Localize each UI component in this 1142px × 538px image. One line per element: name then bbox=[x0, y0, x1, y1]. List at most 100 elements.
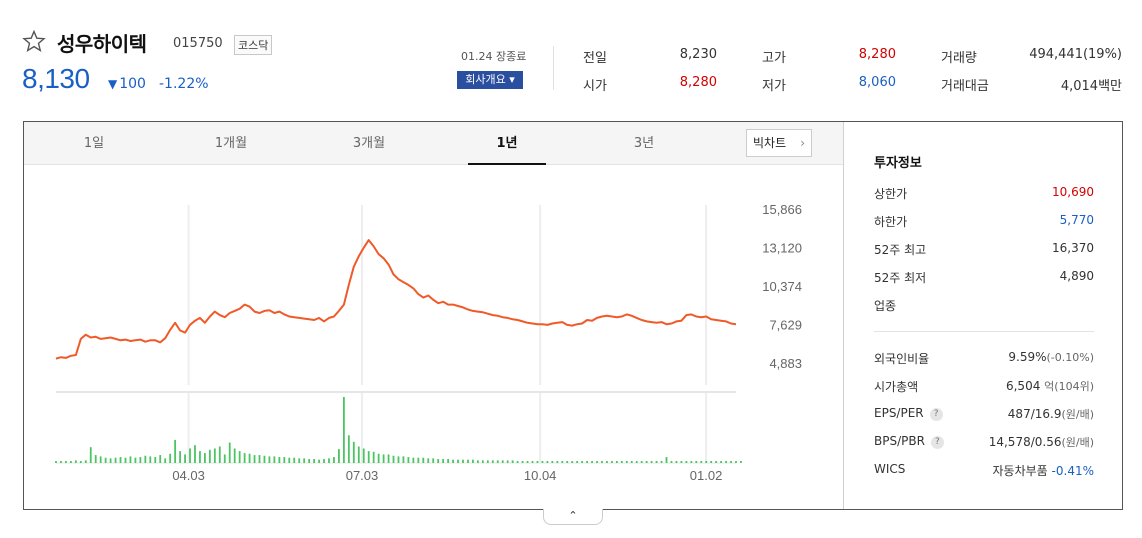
volume-bar bbox=[372, 451, 375, 463]
market-badge: 코스닥 bbox=[234, 35, 273, 55]
volume-bar bbox=[640, 461, 643, 463]
y-tick-label: 13,120 bbox=[762, 241, 802, 256]
tab-1y[interactable]: 1년 bbox=[468, 122, 546, 165]
volume-bar bbox=[437, 459, 440, 463]
volume-bar bbox=[576, 461, 579, 463]
help-icon[interactable]: ? bbox=[929, 408, 943, 421]
foreign-ratio-label: 외국인비율 bbox=[874, 352, 930, 366]
eps-per-unit: (원/배) bbox=[1061, 408, 1094, 421]
company-overview-button[interactable]: 회사개요 ▾ bbox=[457, 71, 523, 89]
volume-bar bbox=[725, 461, 727, 463]
high-value: 8,280 bbox=[858, 47, 896, 62]
volume-bar bbox=[472, 459, 474, 463]
prev-close-value: 8,230 bbox=[679, 47, 717, 62]
wics-label: WICS bbox=[874, 462, 906, 476]
volume-bar bbox=[303, 458, 306, 463]
high-52w-row: 52주 최고 16,370 bbox=[874, 241, 1094, 259]
volume-bar bbox=[352, 441, 355, 463]
volume-bar bbox=[462, 459, 464, 463]
volume-bar bbox=[288, 457, 291, 463]
volume-bar bbox=[377, 453, 380, 463]
volume-bar bbox=[338, 449, 340, 463]
lower-limit-row: 하한가 5,770 bbox=[874, 213, 1094, 231]
volume-bar bbox=[60, 461, 62, 463]
volume-bar bbox=[635, 461, 638, 463]
volume-bar bbox=[481, 460, 484, 463]
market-cap-value: 6,504 bbox=[1005, 379, 1041, 393]
volume-bar bbox=[124, 457, 127, 463]
volume-bar bbox=[298, 458, 301, 463]
volume-bar bbox=[566, 461, 569, 463]
help-icon[interactable]: ? bbox=[930, 436, 944, 449]
tab-3y[interactable]: 3년 bbox=[633, 136, 655, 151]
plot-area bbox=[56, 205, 736, 385]
current-price: 8,130 bbox=[22, 63, 90, 94]
price-line bbox=[55, 239, 737, 360]
investment-info-title: 투자정보 bbox=[874, 156, 922, 171]
low-value: 8,060 bbox=[858, 75, 896, 90]
volume-bar bbox=[526, 461, 529, 463]
volume-bar bbox=[238, 451, 241, 463]
volume-bar bbox=[447, 459, 450, 463]
volume-bar bbox=[164, 458, 167, 463]
volume-bar bbox=[556, 461, 559, 463]
chevron-right-icon: › bbox=[800, 136, 805, 150]
volume-bar bbox=[611, 461, 613, 463]
bps-pbr-unit: (원/배) bbox=[1061, 436, 1094, 449]
volume-bar bbox=[740, 461, 742, 463]
high-52w-value: 16,370 bbox=[1052, 241, 1094, 255]
volume-bar bbox=[690, 461, 693, 463]
volume-bar bbox=[55, 461, 57, 463]
volume-bar bbox=[323, 459, 325, 463]
volume-bar bbox=[273, 456, 276, 463]
volume-bar bbox=[84, 460, 87, 463]
tab-1d[interactable]: 1일 bbox=[83, 136, 105, 151]
volume-bar bbox=[412, 457, 415, 463]
chevron-up-icon: ⌃ bbox=[568, 509, 578, 522]
volume-bar bbox=[253, 455, 256, 463]
change-value: 100 bbox=[119, 76, 146, 92]
stock-name: 성우하이텍 bbox=[57, 32, 147, 56]
volume-bar bbox=[655, 461, 658, 463]
volume-bar bbox=[491, 460, 494, 463]
volume-bar bbox=[387, 454, 390, 463]
volume-value: 494,441(19%) bbox=[1029, 47, 1122, 62]
tab-3m[interactable]: 3개월 bbox=[352, 136, 386, 151]
volume-bar bbox=[620, 461, 623, 463]
volume-bar bbox=[417, 457, 420, 463]
volume-bar bbox=[328, 458, 330, 463]
volume-bar bbox=[476, 460, 479, 463]
tab-1m[interactable]: 1개월 bbox=[214, 136, 248, 151]
volume-label: 거래량 bbox=[941, 51, 977, 66]
volume-bar bbox=[179, 451, 181, 463]
x-tick-label: 04.03 bbox=[172, 468, 205, 483]
volume-bar bbox=[407, 457, 410, 463]
x-tick-label: 01.02 bbox=[690, 468, 723, 483]
period-tabs: 1일 1개월 3개월 1년 3년 빅차트 › bbox=[24, 122, 843, 165]
volume-bar bbox=[213, 448, 216, 463]
volume-bar bbox=[169, 453, 172, 463]
star-outline-icon[interactable] bbox=[22, 30, 46, 52]
volume-bar bbox=[114, 457, 117, 463]
wics-value[interactable]: 자동차부품 bbox=[992, 464, 1048, 478]
volume-bar bbox=[134, 457, 137, 463]
divider bbox=[553, 46, 554, 90]
volume-bar bbox=[139, 457, 142, 463]
volume-bar bbox=[521, 461, 524, 463]
volume-bar bbox=[501, 460, 504, 463]
volume-bar bbox=[536, 461, 539, 463]
volume-bar bbox=[625, 461, 628, 463]
market-cap-rank: (104위) bbox=[1054, 380, 1094, 393]
prev-close-label: 전일 bbox=[583, 51, 607, 66]
volume-bar bbox=[496, 460, 499, 463]
volume-bar bbox=[581, 461, 584, 463]
foreign-ratio-row: 외국인비율 9.59%(-0.10%) bbox=[874, 350, 1094, 368]
market-cap-unit: 억 bbox=[1044, 380, 1055, 393]
trade-value: 4,014백만 bbox=[1060, 79, 1122, 94]
collapse-button[interactable]: ⌃ bbox=[543, 509, 603, 525]
big-chart-button[interactable]: 빅차트 › bbox=[746, 129, 812, 157]
bps-pbr-label: BPS/PBR bbox=[874, 434, 925, 448]
industry-label: 업종 bbox=[874, 299, 897, 313]
volume-bar bbox=[204, 453, 206, 463]
upper-limit-label: 상한가 bbox=[874, 187, 908, 201]
